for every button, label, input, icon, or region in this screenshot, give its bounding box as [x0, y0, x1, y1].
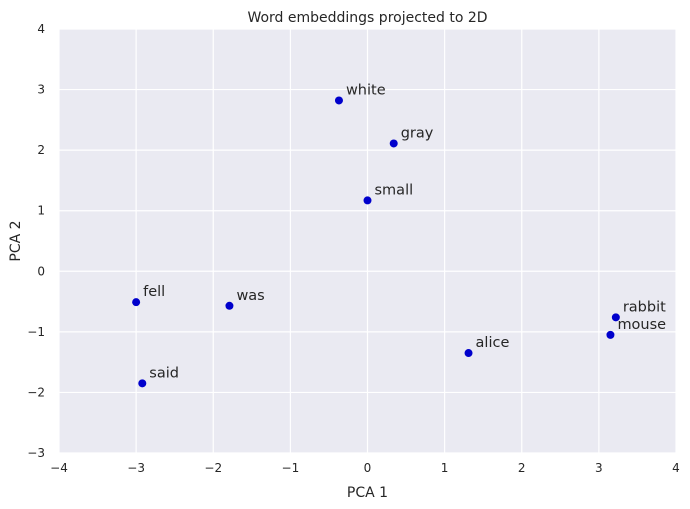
data-point-rabbit [611, 313, 620, 322]
point-label-said: said [149, 365, 179, 381]
x-tick-labels: −4 −3 −2 −1 0 1 2 3 4 [50, 461, 680, 475]
x-tick-label: −4 [50, 461, 68, 475]
point-label-rabbit: rabbit [623, 299, 666, 315]
grid [58, 28, 677, 454]
y-tick-label: 0 [37, 264, 45, 278]
point-label-small: small [375, 182, 414, 198]
y-tick-labels: −3 −2 −1 0 1 2 3 4 [27, 22, 45, 460]
chart-title: Word embeddings projected to 2D [247, 10, 487, 26]
y-tick-label: −1 [27, 325, 45, 339]
data-point-mouse [606, 330, 615, 339]
x-axis-label: PCA 1 [347, 485, 388, 501]
data-point-small [363, 196, 372, 205]
data-point-fell [132, 298, 141, 307]
y-tick-label: 3 [37, 83, 45, 97]
x-tick-label: 3 [595, 461, 603, 475]
y-tick-label: 2 [37, 143, 45, 157]
data-point-was [225, 301, 234, 310]
x-tick-label: −3 [127, 461, 145, 475]
point-label-alice: alice [476, 335, 510, 351]
data-point-gray [389, 139, 398, 148]
point-label-gray: gray [401, 125, 434, 141]
x-tick-label: −1 [282, 461, 300, 475]
data-points: white gray small fell was said alice rabbit mous… [132, 82, 666, 388]
data-point-alice [464, 349, 473, 358]
y-tick-label: −3 [27, 446, 45, 460]
x-tick-label: 1 [441, 461, 449, 475]
point-label-white: white [346, 82, 386, 98]
data-point-white [334, 96, 343, 105]
y-tick-label: −2 [27, 385, 45, 399]
y-axis-label: PCA 2 [8, 220, 24, 261]
data-point-said [138, 379, 147, 388]
point-label-was: was [236, 288, 264, 304]
x-tick-label: 0 [364, 461, 372, 475]
point-label-fell: fell [143, 284, 165, 300]
y-tick-label: 1 [37, 204, 45, 218]
x-tick-label: 4 [672, 461, 680, 475]
x-tick-label: −2 [204, 461, 222, 475]
point-label-mouse: mouse [617, 317, 666, 333]
y-tick-label: 4 [37, 22, 45, 36]
x-tick-label: 2 [518, 461, 526, 475]
